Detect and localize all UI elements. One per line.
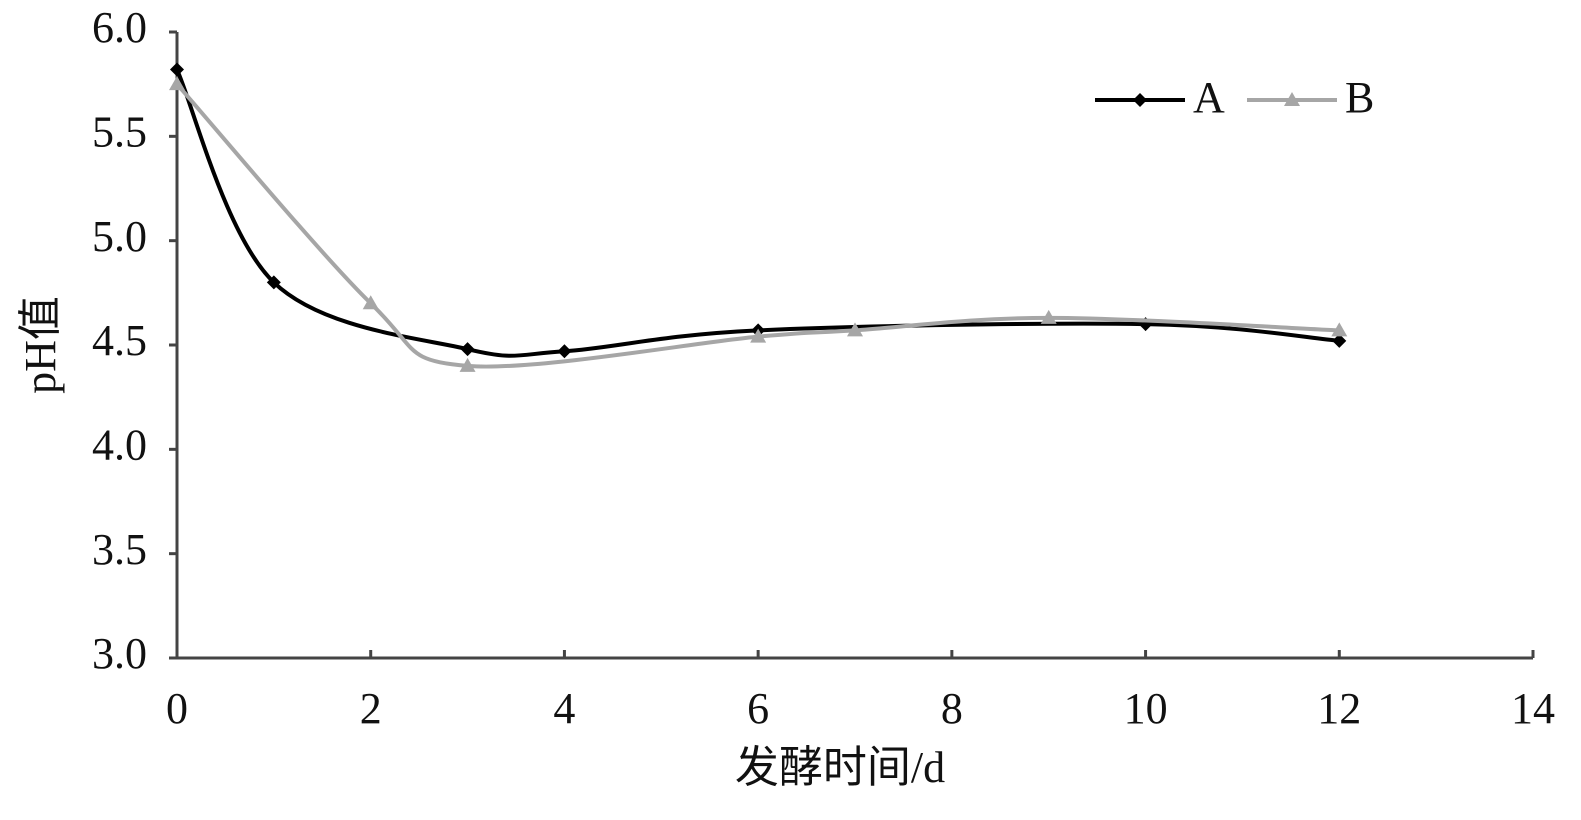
marker bbox=[1331, 322, 1348, 337]
x-tick-label: 14 bbox=[1511, 684, 1555, 733]
x-tick-label: 10 bbox=[1124, 684, 1168, 733]
y-tick-label: 4.5 bbox=[92, 316, 147, 365]
y-tick-label: 4.0 bbox=[92, 420, 147, 469]
marker bbox=[362, 295, 379, 310]
y-axis-label: pH值 bbox=[16, 296, 65, 394]
y-tick-label: 3.5 bbox=[92, 525, 147, 574]
marker bbox=[1332, 333, 1347, 348]
x-axis-label: 发酵时间/d bbox=[735, 743, 945, 792]
marker bbox=[460, 342, 475, 357]
x-tick-label: 12 bbox=[1317, 684, 1361, 733]
x-tick-label: 4 bbox=[553, 684, 575, 733]
marker bbox=[266, 275, 281, 290]
marker bbox=[847, 322, 863, 337]
x-tick-label: 0 bbox=[166, 684, 188, 733]
y-tick-label: 5.0 bbox=[92, 212, 147, 261]
series-line bbox=[175, 82, 1340, 369]
marker bbox=[1040, 309, 1057, 324]
y-tick-label: 3.0 bbox=[92, 629, 147, 678]
x-tick-label: 8 bbox=[941, 684, 963, 733]
legend-label: B bbox=[1345, 73, 1374, 122]
marker bbox=[459, 357, 476, 372]
y-tick-label: 6.0 bbox=[92, 3, 147, 52]
x-tick-label: 6 bbox=[747, 684, 769, 733]
series-line bbox=[175, 68, 1340, 358]
legend-label: A bbox=[1193, 73, 1225, 122]
marker bbox=[169, 76, 185, 91]
y-tick-label: 5.5 bbox=[92, 107, 147, 156]
marker bbox=[557, 344, 572, 359]
legend-marker bbox=[1284, 92, 1300, 106]
marker bbox=[750, 328, 767, 343]
legend-marker bbox=[1133, 93, 1147, 107]
x-tick-label: 2 bbox=[360, 684, 382, 733]
marker bbox=[170, 62, 184, 77]
